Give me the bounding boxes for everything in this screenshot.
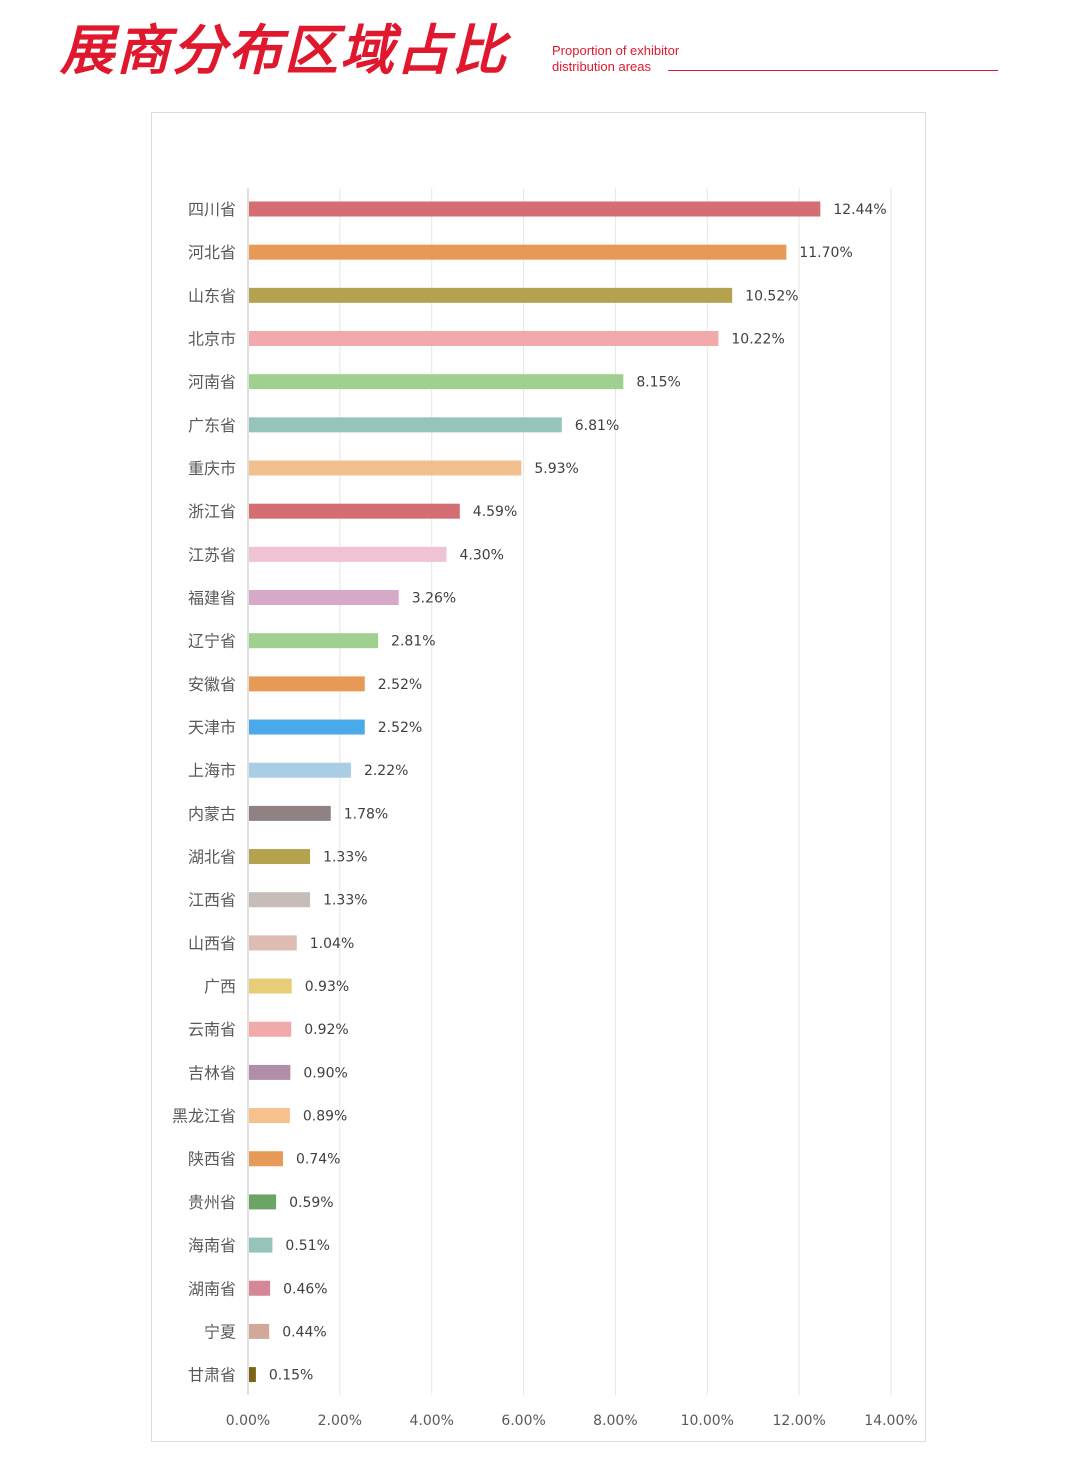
bar	[249, 244, 787, 260]
data-label: 0.59%	[289, 1195, 333, 1211]
data-label: 0.15%	[269, 1368, 313, 1384]
data-label: 1.33%	[323, 850, 367, 866]
bar	[249, 978, 292, 994]
subtitle-line-1: Proportion of exhibitor	[552, 43, 680, 58]
x-tick-label: 8.00%	[593, 1413, 637, 1429]
category-label: 江苏省	[188, 545, 236, 564]
bar	[249, 1323, 270, 1339]
category-label: 辽宁省	[188, 632, 236, 651]
bar	[249, 633, 379, 649]
bar	[249, 676, 365, 692]
category-label: 黑龙江省	[172, 1107, 236, 1126]
bar	[249, 590, 399, 606]
category-label: 吉林省	[188, 1063, 236, 1082]
bar	[249, 374, 624, 390]
category-label: 云南省	[188, 1020, 236, 1039]
bar	[249, 417, 562, 433]
data-label: 0.44%	[282, 1324, 326, 1340]
category-label: 上海市	[188, 761, 236, 780]
data-label: 12.44%	[833, 202, 886, 218]
bar	[249, 1194, 277, 1210]
bar	[249, 1151, 283, 1167]
category-label: 宁夏	[204, 1322, 236, 1341]
category-label: 北京市	[188, 330, 236, 349]
page-subtitle: Proportion of exhibitor distribution are…	[552, 43, 679, 75]
data-label: 3.26%	[412, 591, 456, 607]
category-label: 重庆市	[188, 459, 236, 478]
bar	[249, 503, 460, 519]
data-label: 1.33%	[323, 893, 367, 909]
x-tick-label: 6.00%	[501, 1413, 545, 1429]
bar	[249, 331, 719, 347]
category-label: 广西	[204, 977, 236, 996]
data-label: 1.78%	[344, 806, 388, 822]
data-label: 8.15%	[636, 375, 680, 391]
data-label: 1.04%	[310, 936, 354, 952]
data-label: 4.30%	[459, 547, 503, 563]
x-tick-label: 0.00%	[226, 1413, 270, 1429]
bar	[249, 460, 522, 476]
data-label: 0.74%	[296, 1152, 340, 1168]
bar	[249, 805, 331, 821]
bar	[249, 849, 311, 865]
category-label: 内蒙古	[188, 804, 236, 823]
category-label: 河南省	[188, 373, 236, 392]
category-label: 福建省	[188, 589, 236, 608]
data-label: 4.59%	[473, 504, 517, 520]
data-label: 2.22%	[364, 763, 408, 779]
category-label: 甘肃省	[188, 1366, 236, 1385]
data-label: 0.51%	[285, 1238, 329, 1254]
category-label: 安徽省	[188, 675, 236, 694]
category-label: 贵州省	[188, 1193, 236, 1212]
page-title: 展商分布区域占比	[60, 19, 508, 82]
category-label: 天津市	[188, 718, 236, 737]
category-label: 湖南省	[188, 1279, 236, 1298]
category-label: 湖北省	[188, 848, 236, 867]
data-label: 6.81%	[575, 418, 619, 434]
x-tick-label: 4.00%	[409, 1413, 453, 1429]
data-label: 2.52%	[378, 720, 422, 736]
data-label: 2.52%	[378, 677, 422, 693]
data-label: 5.93%	[534, 461, 578, 477]
category-label: 河北省	[188, 243, 236, 262]
bar	[249, 892, 311, 908]
bar	[249, 287, 733, 303]
x-tick-label: 12.00%	[772, 1413, 825, 1429]
bar	[249, 1367, 256, 1383]
data-label: 2.81%	[391, 634, 435, 650]
bar	[249, 1021, 292, 1037]
data-label: 11.70%	[799, 245, 852, 261]
data-label: 10.22%	[731, 332, 784, 348]
bar	[249, 1237, 273, 1253]
category-label: 陕西省	[188, 1150, 236, 1169]
category-label: 山东省	[188, 286, 236, 305]
category-label: 浙江省	[188, 502, 236, 521]
bar	[249, 935, 297, 951]
bar	[249, 201, 821, 217]
category-label: 山西省	[188, 934, 236, 953]
subtitle-line-2: distribution areas	[552, 59, 651, 74]
bar	[249, 1280, 271, 1296]
category-label: 四川省	[188, 200, 236, 219]
category-label: 江西省	[188, 891, 236, 910]
data-label: 0.93%	[305, 979, 349, 995]
bar	[249, 1064, 291, 1080]
header-rule	[668, 70, 998, 71]
x-tick-label: 10.00%	[681, 1413, 734, 1429]
bar	[249, 719, 365, 735]
data-label: 0.92%	[304, 1022, 348, 1038]
data-label: 0.46%	[283, 1281, 327, 1297]
data-label: 0.90%	[303, 1065, 347, 1081]
category-label: 海南省	[188, 1236, 236, 1255]
x-tick-label: 2.00%	[318, 1413, 362, 1429]
category-label: 广东省	[188, 416, 236, 435]
bar	[249, 1108, 290, 1124]
x-tick-label: 14.00%	[864, 1413, 917, 1429]
data-label: 0.89%	[303, 1109, 347, 1125]
bar	[249, 762, 351, 778]
bar	[249, 546, 447, 562]
data-label: 10.52%	[745, 288, 798, 304]
